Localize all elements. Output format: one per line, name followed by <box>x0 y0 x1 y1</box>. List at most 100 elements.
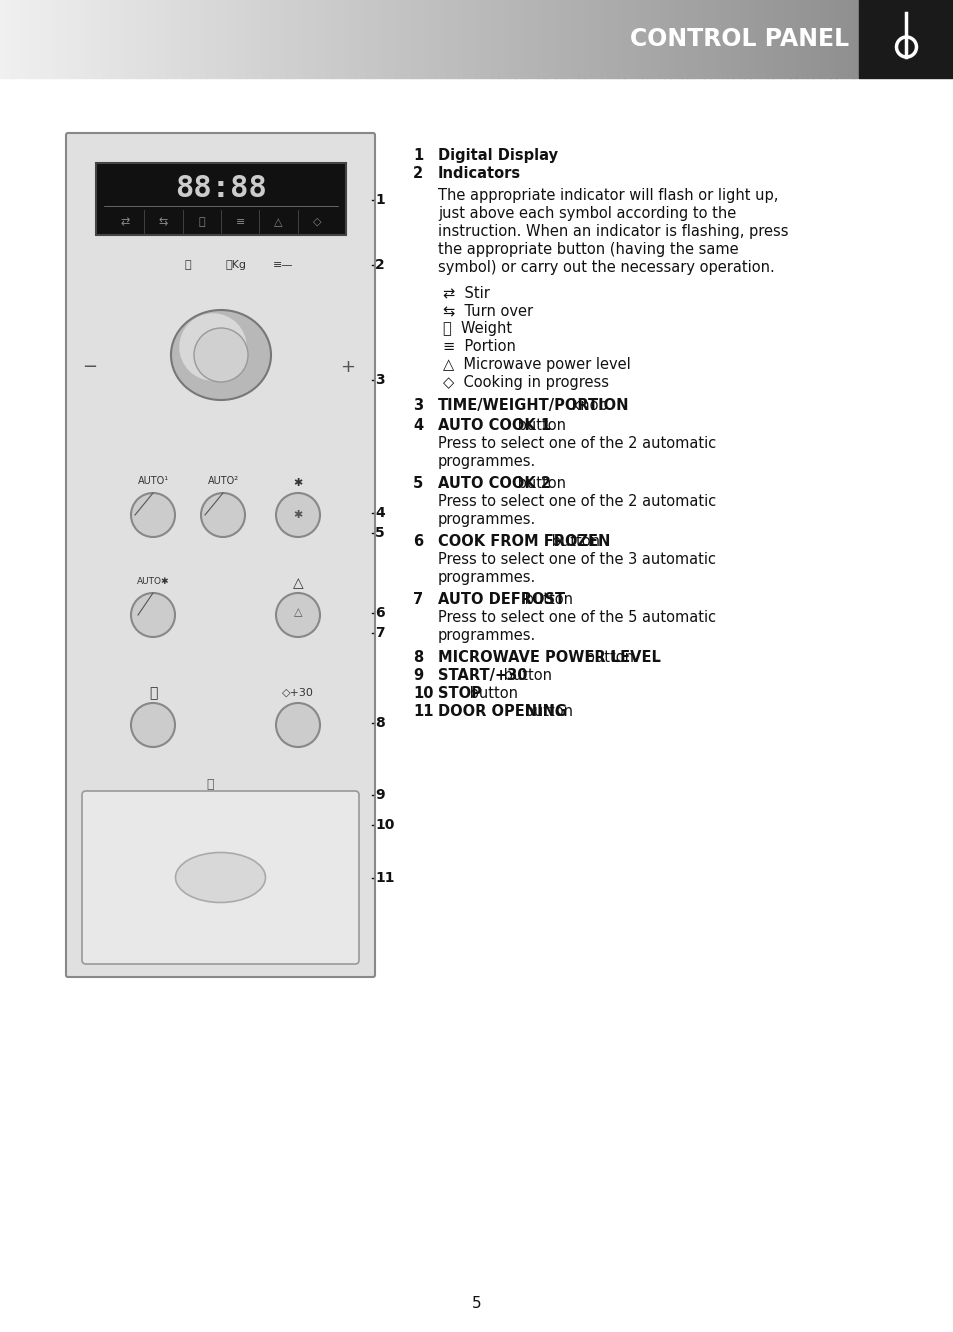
Circle shape <box>131 593 174 637</box>
Text: button: button <box>513 418 565 433</box>
Bar <box>715 0 721 79</box>
Text: Press to select one of the 3 automatic: Press to select one of the 3 automatic <box>437 551 716 567</box>
Ellipse shape <box>175 852 265 903</box>
Text: △: △ <box>294 607 302 617</box>
Bar <box>675 0 681 79</box>
Bar <box>663 0 670 79</box>
Bar <box>183 0 190 79</box>
Bar <box>395 0 401 79</box>
Text: Press to select one of the 2 automatic: Press to select one of the 2 automatic <box>437 436 716 452</box>
Bar <box>212 0 218 79</box>
Text: 5: 5 <box>375 526 384 539</box>
Text: 4: 4 <box>413 418 423 433</box>
Bar <box>80 0 87 79</box>
Text: 2: 2 <box>413 166 423 181</box>
Text: STOP: STOP <box>437 686 481 701</box>
Text: 5: 5 <box>413 476 423 492</box>
Text: programmes.: programmes. <box>437 454 536 469</box>
Text: AUTO²: AUTO² <box>207 476 238 486</box>
Bar <box>783 0 790 79</box>
Bar <box>480 0 487 79</box>
Bar <box>595 0 601 79</box>
Bar <box>766 0 773 79</box>
Bar <box>292 0 298 79</box>
Bar <box>120 0 127 79</box>
Bar <box>583 0 590 79</box>
Bar <box>623 0 630 79</box>
Text: COOK FROM FROZEN: COOK FROM FROZEN <box>437 534 610 549</box>
Bar <box>486 0 493 79</box>
Bar <box>406 0 413 79</box>
Text: START/+30: START/+30 <box>437 669 527 683</box>
Bar <box>172 0 178 79</box>
Text: 7: 7 <box>413 591 423 607</box>
Text: knob: knob <box>567 398 607 413</box>
Bar <box>469 0 476 79</box>
Bar <box>57 0 64 79</box>
Bar <box>252 0 258 79</box>
Bar <box>132 0 138 79</box>
Bar <box>91 0 98 79</box>
Text: ⇆: ⇆ <box>158 217 168 226</box>
Text: MICROWAVE POWER LEVEL: MICROWAVE POWER LEVEL <box>437 650 660 665</box>
Bar <box>303 0 310 79</box>
Text: button: button <box>519 591 572 607</box>
Bar <box>440 0 447 79</box>
Bar <box>658 0 664 79</box>
Text: 1: 1 <box>375 193 384 206</box>
Bar <box>326 0 333 79</box>
Text: AUTO COOK 2: AUTO COOK 2 <box>437 476 551 492</box>
Bar <box>549 0 556 79</box>
Bar <box>589 0 596 79</box>
Bar <box>29 0 35 79</box>
Text: 11: 11 <box>413 705 433 719</box>
Bar <box>240 0 247 79</box>
Bar <box>337 0 344 79</box>
Text: TIME/WEIGHT/PORTION: TIME/WEIGHT/PORTION <box>437 398 629 413</box>
Bar <box>503 0 510 79</box>
Text: ⇄: ⇄ <box>120 217 130 226</box>
Bar <box>194 0 201 79</box>
Text: 11: 11 <box>375 871 395 884</box>
Bar <box>17 0 24 79</box>
Bar <box>349 0 355 79</box>
Circle shape <box>131 703 174 747</box>
Bar <box>269 0 275 79</box>
Bar <box>263 0 270 79</box>
Bar <box>314 0 321 79</box>
Text: 1: 1 <box>413 148 423 163</box>
Bar <box>835 0 841 79</box>
Bar <box>709 0 716 79</box>
Bar <box>560 0 567 79</box>
Bar <box>795 0 801 79</box>
Bar <box>46 0 52 79</box>
Bar <box>217 0 224 79</box>
Bar <box>686 0 693 79</box>
Bar <box>463 0 470 79</box>
Bar <box>806 0 813 79</box>
Text: ◇+30: ◇+30 <box>282 689 314 698</box>
Bar <box>743 0 750 79</box>
Circle shape <box>275 593 319 637</box>
Text: ◇  Cooking in progress: ◇ Cooking in progress <box>442 376 608 390</box>
Bar <box>200 0 207 79</box>
Text: 3: 3 <box>375 373 384 388</box>
Bar <box>51 0 58 79</box>
Bar <box>572 0 578 79</box>
Bar <box>34 0 41 79</box>
Bar <box>618 0 624 79</box>
Text: the appropriate button (having the same: the appropriate button (having the same <box>437 242 738 257</box>
Text: ㏫: ㏫ <box>198 217 205 226</box>
Bar <box>189 0 195 79</box>
Bar <box>846 0 853 79</box>
Bar <box>417 0 424 79</box>
Bar <box>600 0 607 79</box>
Bar <box>389 0 395 79</box>
Text: △: △ <box>293 575 303 590</box>
Bar <box>332 0 338 79</box>
Bar <box>286 0 293 79</box>
Bar <box>629 0 636 79</box>
Bar <box>97 0 104 79</box>
Text: AUTO✱: AUTO✱ <box>136 577 169 586</box>
Bar <box>680 0 687 79</box>
